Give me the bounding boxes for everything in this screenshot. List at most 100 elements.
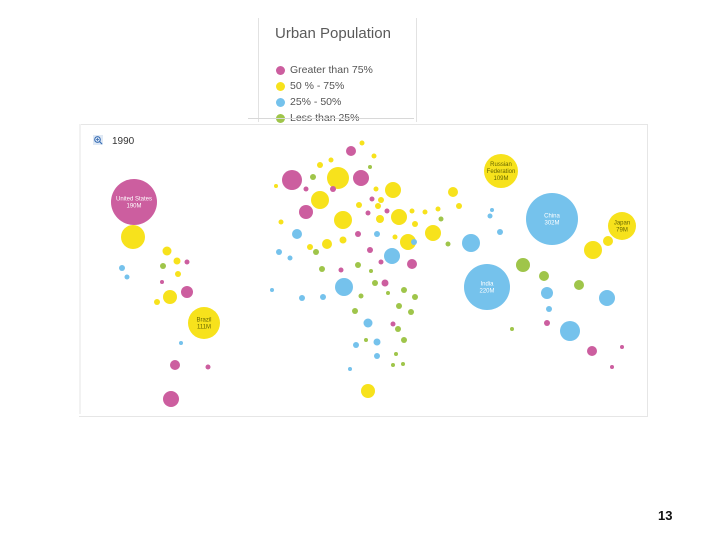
country-bubble[interactable] xyxy=(620,345,624,349)
country-bubble[interactable] xyxy=(435,206,441,212)
country-bubble[interactable] xyxy=(154,299,160,305)
country-bubble[interactable] xyxy=(456,203,462,209)
country-bubble[interactable] xyxy=(310,174,316,180)
country-bubble[interactable] xyxy=(179,341,183,345)
country-bubble[interactable] xyxy=(374,231,380,237)
country-bubble[interactable] xyxy=(412,294,418,300)
country-bubble[interactable] xyxy=(270,288,274,292)
country-bubble[interactable] xyxy=(584,241,602,259)
country-bubble[interactable] xyxy=(282,170,302,190)
country-bubble[interactable] xyxy=(384,208,390,214)
country-bubble[interactable] xyxy=(163,391,179,407)
country-bubble[interactable] xyxy=(162,246,172,256)
country-bubble[interactable] xyxy=(400,234,416,250)
country-bubble-japan[interactable] xyxy=(608,212,636,240)
country-bubble[interactable] xyxy=(497,229,503,235)
country-bubble[interactable] xyxy=(368,165,372,169)
country-bubble[interactable] xyxy=(163,290,177,304)
country-bubble[interactable] xyxy=(319,266,325,272)
country-bubble[interactable] xyxy=(490,208,494,212)
country-bubble[interactable] xyxy=(369,196,375,202)
country-bubble[interactable] xyxy=(334,211,352,229)
country-bubble[interactable] xyxy=(376,215,384,223)
country-bubble[interactable] xyxy=(373,186,379,192)
country-bubble[interactable] xyxy=(367,247,373,253)
country-bubble[interactable] xyxy=(425,225,441,241)
country-bubble-russian-federation[interactable] xyxy=(484,154,518,188)
country-bubble[interactable] xyxy=(394,352,398,356)
country-bubble[interactable] xyxy=(175,271,181,277)
country-bubble[interactable] xyxy=(121,225,145,249)
country-bubble[interactable] xyxy=(516,258,530,272)
country-bubble[interactable] xyxy=(124,274,130,280)
country-bubble[interactable] xyxy=(395,326,401,332)
country-bubble[interactable] xyxy=(317,162,323,168)
country-bubble[interactable] xyxy=(299,295,305,301)
country-bubble[interactable] xyxy=(173,257,181,265)
country-bubble[interactable] xyxy=(396,303,402,309)
country-bubble[interactable] xyxy=(352,308,358,314)
country-bubble[interactable] xyxy=(363,318,373,328)
country-bubble[interactable] xyxy=(181,286,193,298)
country-bubble[interactable] xyxy=(385,182,401,198)
country-bubble[interactable] xyxy=(374,353,380,359)
country-bubble[interactable] xyxy=(462,234,480,252)
country-bubble[interactable] xyxy=(409,208,415,214)
country-bubble[interactable] xyxy=(546,306,552,312)
country-bubble[interactable] xyxy=(438,216,444,222)
country-bubble[interactable] xyxy=(603,236,613,246)
country-bubble[interactable] xyxy=(276,249,282,255)
country-bubble[interactable] xyxy=(170,360,180,370)
country-bubble[interactable] xyxy=(322,239,332,249)
country-bubble[interactable] xyxy=(560,321,580,341)
country-bubble[interactable] xyxy=(391,363,395,367)
country-bubble[interactable] xyxy=(407,259,417,269)
country-bubble[interactable] xyxy=(587,346,597,356)
country-bubble[interactable] xyxy=(339,236,347,244)
country-bubble[interactable] xyxy=(411,239,417,245)
country-bubble-china[interactable] xyxy=(526,193,578,245)
country-bubble[interactable] xyxy=(401,337,407,343)
country-bubble[interactable] xyxy=(371,153,377,159)
country-bubble[interactable] xyxy=(487,213,493,219)
country-bubble[interactable] xyxy=(355,231,361,237)
country-bubble[interactable] xyxy=(361,384,375,398)
country-bubble[interactable] xyxy=(541,287,553,299)
country-bubble[interactable] xyxy=(328,157,334,163)
country-bubble[interactable] xyxy=(358,293,364,299)
country-bubble[interactable] xyxy=(205,364,211,370)
country-bubble[interactable] xyxy=(355,262,361,268)
country-bubble[interactable] xyxy=(384,248,400,264)
country-bubble[interactable] xyxy=(510,327,514,331)
country-bubble[interactable] xyxy=(574,280,584,290)
country-bubble[interactable] xyxy=(408,309,414,315)
country-bubble[interactable] xyxy=(292,229,302,239)
country-bubble[interactable] xyxy=(313,249,319,255)
country-bubble[interactable] xyxy=(381,279,389,287)
country-bubble[interactable] xyxy=(599,290,615,306)
country-bubble[interactable] xyxy=(412,221,418,227)
country-bubble[interactable] xyxy=(311,191,329,209)
country-bubble[interactable] xyxy=(386,291,390,295)
zoom-in-icon[interactable] xyxy=(93,135,103,145)
country-bubble[interactable] xyxy=(356,202,362,208)
country-bubble[interactable] xyxy=(160,280,164,284)
country-bubble[interactable] xyxy=(375,203,381,209)
country-bubble[interactable] xyxy=(299,205,313,219)
country-bubble[interactable] xyxy=(544,320,550,326)
country-bubble[interactable] xyxy=(445,241,451,247)
country-bubble[interactable] xyxy=(390,321,396,327)
country-bubble[interactable] xyxy=(119,265,125,271)
country-bubble[interactable] xyxy=(278,219,284,225)
country-bubble[interactable] xyxy=(539,271,549,281)
country-bubble-united-states[interactable] xyxy=(111,179,157,225)
country-bubble[interactable] xyxy=(373,338,381,346)
country-bubble[interactable] xyxy=(359,140,365,146)
country-bubble[interactable] xyxy=(338,267,344,273)
country-bubble[interactable] xyxy=(184,259,190,265)
country-bubble-india[interactable] xyxy=(464,264,510,310)
country-bubble[interactable] xyxy=(320,294,326,300)
country-bubble[interactable] xyxy=(160,263,166,269)
country-bubble[interactable] xyxy=(327,167,349,189)
country-bubble[interactable] xyxy=(335,278,353,296)
